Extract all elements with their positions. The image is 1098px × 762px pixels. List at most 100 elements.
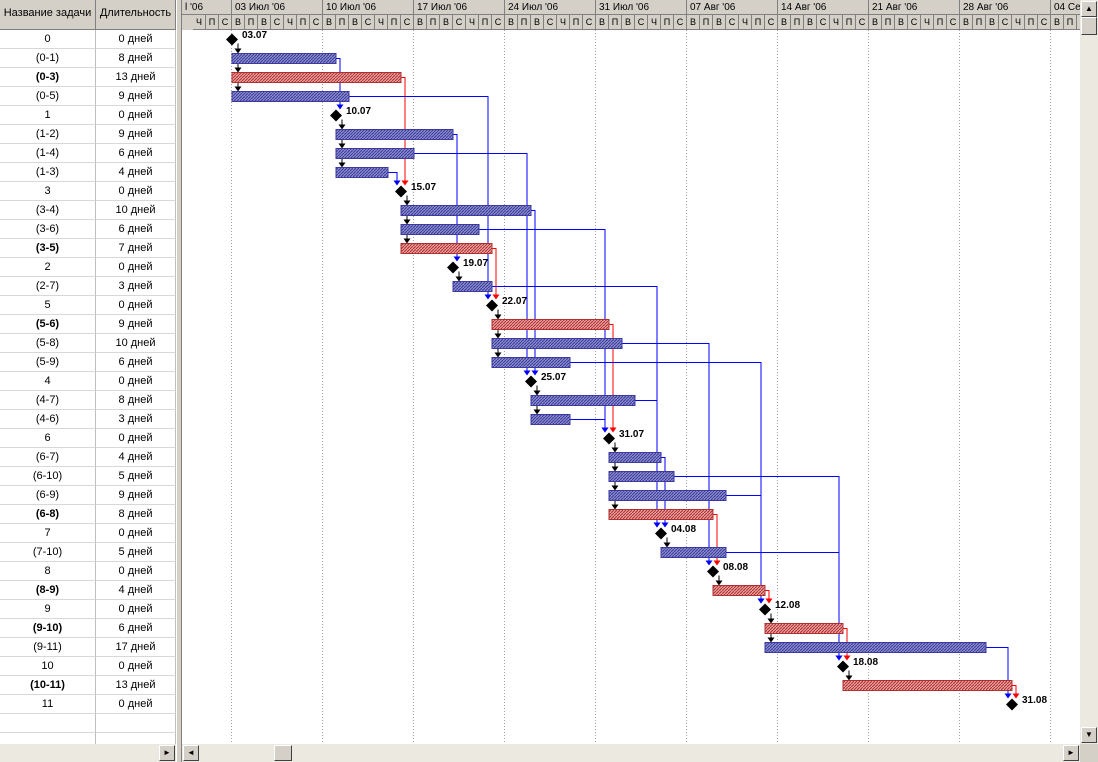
task-duration-cell[interactable]: 9 дней — [96, 315, 176, 334]
task-duration-cell[interactable]: 13 дней — [96, 676, 176, 695]
task-name-cell[interactable]: (6-8) — [0, 505, 96, 524]
task-bar[interactable] — [608, 471, 675, 482]
task-bar[interactable] — [400, 224, 480, 235]
task-name-cell[interactable]: (2-7) — [0, 277, 96, 296]
table-row[interactable]: (5-9) 6 дней — [0, 353, 176, 372]
task-duration-cell[interactable]: 4 дней — [96, 448, 176, 467]
task-name-cell[interactable]: (0-3) — [0, 68, 96, 87]
table-row[interactable]: (0-5) 9 дней — [0, 87, 176, 106]
table-row[interactable]: (0-3) 13 дней — [0, 68, 176, 87]
task-duration-cell[interactable]: 7 дней — [96, 239, 176, 258]
task-bar[interactable] — [452, 281, 493, 292]
task-name-cell[interactable]: 6 — [0, 429, 96, 448]
task-duration-cell[interactable]: 5 дней — [96, 467, 176, 486]
task-bar[interactable] — [231, 91, 350, 102]
task-bar[interactable] — [335, 129, 454, 140]
milestone-diamond[interactable] — [837, 660, 849, 673]
task-duration-cell[interactable]: 8 дней — [96, 505, 176, 524]
empty-cell[interactable] — [0, 733, 96, 744]
milestone-diamond[interactable] — [1006, 698, 1018, 711]
empty-table-row[interactable] — [0, 733, 176, 744]
table-row[interactable]: (9-11) 17 дней — [0, 638, 176, 657]
task-bar[interactable] — [608, 490, 727, 501]
task-duration-cell[interactable]: 9 дней — [96, 486, 176, 505]
milestone-diamond[interactable] — [655, 527, 667, 540]
column-header-duration[interactable]: Длительность — [96, 0, 176, 30]
task-duration-cell[interactable]: 6 дней — [96, 220, 176, 239]
task-name-cell[interactable]: 11 — [0, 695, 96, 714]
gantt-chart[interactable]: 03.07 10.07 15.07 19.07 22.07 25.07 31.07 04.08… — [182, 30, 1080, 744]
task-name-cell[interactable]: (6-10) — [0, 467, 96, 486]
milestone-diamond[interactable] — [486, 299, 498, 312]
task-duration-cell[interactable]: 0 дней — [96, 562, 176, 581]
task-name-cell[interactable]: 1 — [0, 106, 96, 125]
task-bar[interactable] — [335, 167, 389, 178]
column-header-task-name[interactable]: Название задачи — [0, 0, 96, 30]
table-row[interactable]: 10 0 дней — [0, 657, 176, 676]
milestone-diamond[interactable] — [330, 109, 342, 122]
task-name-cell[interactable]: (4-7) — [0, 391, 96, 410]
task-bar[interactable] — [400, 205, 532, 216]
table-row[interactable]: (0-1) 8 дней — [0, 49, 176, 68]
critical-task-bar[interactable] — [231, 72, 402, 83]
table-row[interactable]: (2-7) 3 дней — [0, 277, 176, 296]
task-duration-cell[interactable]: 10 дней — [96, 334, 176, 353]
table-row[interactable]: (6-10) 5 дней — [0, 467, 176, 486]
empty-cell[interactable] — [96, 733, 176, 744]
task-duration-cell[interactable]: 8 дней — [96, 49, 176, 68]
table-row[interactable]: (5-6) 9 дней — [0, 315, 176, 334]
task-duration-cell[interactable]: 9 дней — [96, 87, 176, 106]
task-name-cell[interactable]: 8 — [0, 562, 96, 581]
empty-cell[interactable] — [0, 714, 96, 733]
task-duration-cell[interactable]: 4 дней — [96, 581, 176, 600]
table-row[interactable]: (10-11) 13 дней — [0, 676, 176, 695]
task-duration-cell[interactable]: 10 дней — [96, 201, 176, 220]
task-duration-cell[interactable]: 0 дней — [96, 429, 176, 448]
milestone-diamond[interactable] — [395, 185, 407, 198]
task-duration-cell[interactable]: 4 дней — [96, 163, 176, 182]
task-duration-cell[interactable]: 3 дней — [96, 277, 176, 296]
milestone-diamond[interactable] — [525, 375, 537, 388]
task-name-cell[interactable]: 7 — [0, 524, 96, 543]
table-row[interactable]: (5-8) 10 дней — [0, 334, 176, 353]
task-name-cell[interactable]: 10 — [0, 657, 96, 676]
chart-scroll-right-button[interactable]: ► — [1063, 745, 1079, 761]
task-name-cell[interactable]: 5 — [0, 296, 96, 315]
task-bar[interactable] — [764, 642, 987, 653]
table-row[interactable]: (6-7) 4 дней — [0, 448, 176, 467]
scroll-down-button[interactable]: ▼ — [1081, 727, 1097, 743]
critical-task-bar[interactable] — [842, 680, 1013, 691]
task-name-cell[interactable]: (3-5) — [0, 239, 96, 258]
task-name-cell[interactable]: (8-9) — [0, 581, 96, 600]
task-name-cell[interactable]: (5-6) — [0, 315, 96, 334]
vertical-scroll-thumb[interactable] — [1081, 17, 1097, 35]
milestone-diamond[interactable] — [707, 565, 719, 578]
task-name-cell[interactable]: (0-1) — [0, 49, 96, 68]
table-row[interactable]: (1-4) 6 дней — [0, 144, 176, 163]
task-duration-cell[interactable]: 6 дней — [96, 353, 176, 372]
task-bar[interactable] — [608, 452, 662, 463]
task-duration-cell[interactable]: 13 дней — [96, 68, 176, 87]
table-row[interactable]: (1-2) 9 дней — [0, 125, 176, 144]
chart-scroll-left-button[interactable]: ◄ — [183, 745, 199, 761]
task-name-cell[interactable]: (4-6) — [0, 410, 96, 429]
task-duration-cell[interactable]: 0 дней — [96, 600, 176, 619]
task-name-cell[interactable]: 3 — [0, 182, 96, 201]
chart-horizontal-scrollbar[interactable]: ◄ ► — [182, 744, 1080, 762]
task-name-cell[interactable]: (9-11) — [0, 638, 96, 657]
task-name-cell[interactable]: (10-11) — [0, 676, 96, 695]
task-name-cell[interactable]: 9 — [0, 600, 96, 619]
empty-cell[interactable] — [96, 714, 176, 733]
vertical-scrollbar[interactable]: ▲ ▼ — [1080, 0, 1098, 744]
milestone-diamond[interactable] — [447, 261, 459, 274]
milestone-diamond[interactable] — [226, 33, 238, 46]
task-bar[interactable] — [491, 338, 623, 349]
task-name-cell[interactable]: (6-9) — [0, 486, 96, 505]
critical-task-bar[interactable] — [491, 319, 610, 330]
task-duration-cell[interactable]: 0 дней — [96, 30, 176, 49]
